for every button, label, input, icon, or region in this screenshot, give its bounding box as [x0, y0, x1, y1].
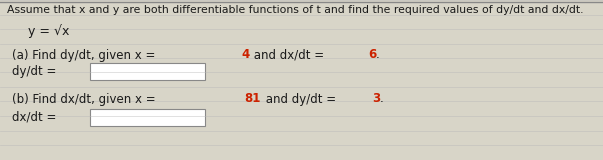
Text: 4: 4 [241, 48, 249, 61]
Text: .: . [376, 48, 380, 61]
Text: (a) Find dy/dt, given x =: (a) Find dy/dt, given x = [12, 48, 159, 61]
Text: (b) Find dx/dt, given x =: (b) Find dx/dt, given x = [12, 92, 159, 105]
Text: and dx/dt =: and dx/dt = [250, 48, 328, 61]
Text: y = √x: y = √x [28, 24, 69, 38]
Text: 81: 81 [244, 92, 260, 105]
Text: 6: 6 [368, 48, 376, 61]
Text: Assume that x and y are both differentiable functions of t and find the required: Assume that x and y are both differentia… [7, 5, 584, 15]
Text: dy/dt =: dy/dt = [12, 65, 56, 79]
Text: 3: 3 [372, 92, 380, 105]
Text: dx/dt =: dx/dt = [12, 111, 56, 124]
Text: .: . [380, 92, 384, 105]
Text: and dy/dt =: and dy/dt = [262, 92, 340, 105]
FancyBboxPatch shape [90, 109, 205, 126]
FancyBboxPatch shape [90, 64, 205, 80]
